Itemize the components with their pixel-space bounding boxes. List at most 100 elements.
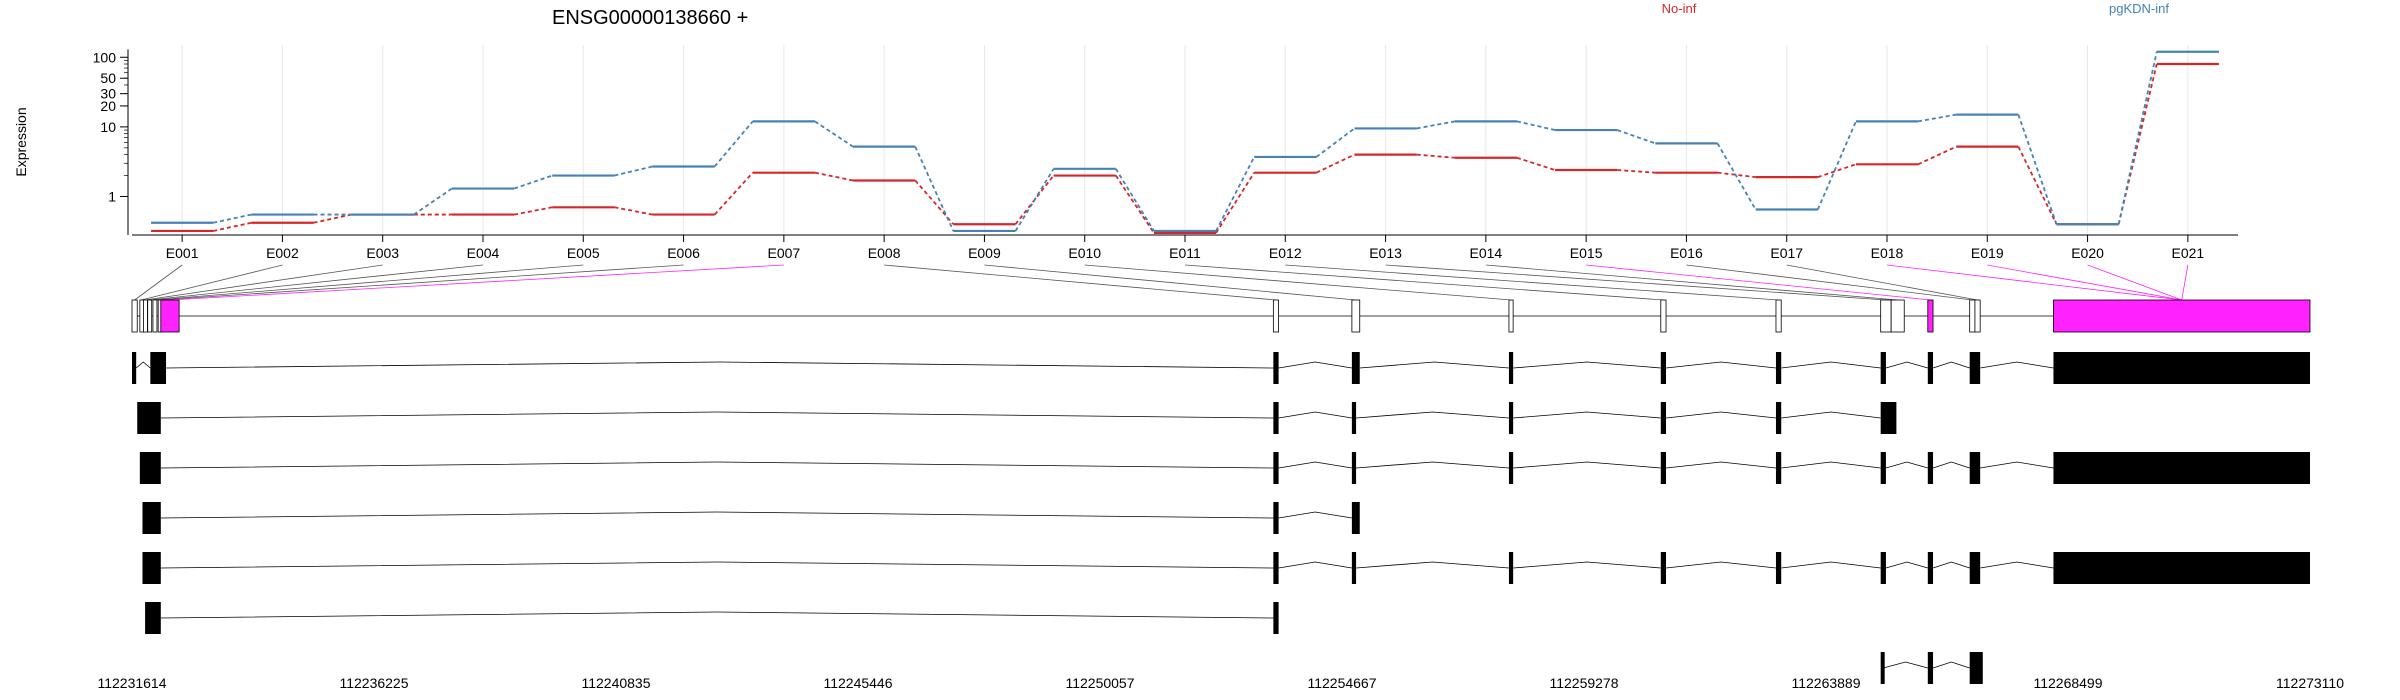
series-transition-no-inf (814, 171, 854, 182)
exon (137, 402, 161, 434)
exon-connector-E018 (1886, 264, 2182, 301)
exon (1927, 352, 1934, 384)
intron (160, 511, 1274, 519)
y-tick-label-30: 30 (100, 86, 116, 102)
exon-bin-10 (1508, 299, 1514, 333)
intron (1513, 561, 1661, 569)
intron (1359, 361, 1509, 369)
x-tick-label-E013: E013 (1369, 245, 1402, 261)
transcript-2 (137, 402, 1897, 434)
intron (1781, 461, 1881, 469)
exon-connector-E007 (169, 264, 784, 301)
y-tick-label-10: 10 (100, 119, 116, 135)
series-transition-no-inf (1215, 172, 1255, 234)
exon-connector-E021 (2181, 264, 2189, 301)
x-tick-label-E020: E020 (2071, 245, 2104, 261)
exon (1775, 402, 1782, 434)
intron (1781, 561, 1881, 569)
exon (1969, 452, 1981, 484)
genomic-axis-layer: 112231614 112236225 112240835 112245446 1122… (97, 675, 2344, 691)
series-transition-pgkdn-inf (1315, 127, 1356, 158)
exon (1351, 452, 1357, 484)
genomic-tick-label-112236225: 112236225 (339, 675, 408, 691)
series-transition-pgkdn-inf (213, 213, 252, 224)
intron (1932, 661, 1970, 669)
series-transition-pgkdn-inf (614, 165, 653, 177)
series-transition-no-inf (1416, 153, 1455, 159)
x-tick-label-E018: E018 (1871, 245, 1904, 261)
series-transition-no-inf (713, 172, 754, 216)
exon (1351, 402, 1357, 434)
intron (1932, 361, 1970, 369)
intron (1665, 461, 1777, 469)
grid-layer (181, 45, 2189, 235)
exon (1880, 452, 1886, 484)
x-tick-label-E014: E014 (1470, 245, 1503, 261)
series-transition-pgkdn-inf (1115, 168, 1155, 232)
exon (1273, 602, 1279, 634)
x-tick-label-E001: E001 (166, 245, 199, 261)
intron (1278, 511, 1352, 519)
intron (1781, 411, 1881, 419)
intron (135, 361, 151, 369)
axes-layer: E001 E002 E003 E004 E005 E006 E007 E008 E009 E010… (93, 49, 2238, 261)
exon (1508, 552, 1514, 584)
intron (1278, 361, 1352, 369)
exon (1969, 652, 1983, 684)
exon (1880, 352, 1886, 384)
y-tick-label-1: 1 (108, 189, 116, 205)
exon (1273, 352, 1279, 384)
intron (1980, 561, 2054, 569)
exon-connector-E016 (1686, 264, 1973, 301)
series-transition-no-inf (914, 179, 955, 225)
intron (1883, 661, 1928, 669)
intron (1665, 361, 1777, 369)
y-tick-label-100: 100 (93, 49, 117, 65)
series-transition-no-inf (1617, 169, 1656, 174)
exon-bin-7 (160, 299, 180, 333)
exon (1660, 352, 1667, 384)
genomic-tick-label-112268499: 112268499 (2033, 675, 2102, 691)
intron (160, 461, 1274, 469)
exon (142, 502, 161, 534)
series-transition-no-inf (1917, 145, 1957, 166)
exon (142, 552, 161, 584)
series-transition-pgkdn-inf (713, 120, 754, 168)
intron (1781, 361, 1881, 369)
exon-connector-E010 (1084, 264, 1512, 301)
exon-connector-E008 (884, 264, 1277, 301)
exon-bin-8 (1272, 299, 1279, 333)
intron (1513, 361, 1661, 369)
transcript-4 (142, 502, 1360, 534)
exon-bin-11 (1660, 299, 1667, 333)
series-transition-pgkdn-inf (1215, 156, 1255, 232)
intron (1665, 411, 1777, 419)
series-transition-no-inf (1315, 153, 1355, 174)
transcript-5 (142, 552, 2310, 584)
exon (1660, 552, 1667, 584)
genomic-tick-label-112263889: 112263889 (1791, 675, 1860, 691)
genomic-tick-label-112245446: 112245446 (823, 675, 892, 691)
exon-bin-18 (2053, 299, 2311, 333)
exon (2053, 552, 2310, 584)
exon (1508, 352, 1514, 384)
exon (1660, 402, 1667, 434)
exon (1273, 502, 1279, 534)
genomic-tick-label-112250057: 112250057 (1065, 675, 1134, 691)
series-transition-no-inf (213, 221, 252, 232)
exon (1880, 552, 1886, 584)
exon (1969, 552, 1981, 584)
exon (1508, 402, 1514, 434)
series-transition-no-inf (1516, 156, 1556, 171)
series-transition-no-inf (313, 213, 352, 224)
genomic-tick-label-112259278: 112259278 (1549, 675, 1618, 691)
exon (1969, 352, 1981, 384)
exon-bin-9 (1351, 299, 1361, 333)
exon-connector-E006 (159, 264, 684, 301)
transcript-1 (132, 352, 2310, 384)
y-tick-label-50: 50 (100, 70, 116, 86)
series-transition-pgkdn-inf (914, 146, 955, 232)
exon-bin-4 (147, 299, 153, 333)
series-transition-pgkdn-inf (1516, 120, 1556, 131)
series-layer (151, 50, 2219, 235)
